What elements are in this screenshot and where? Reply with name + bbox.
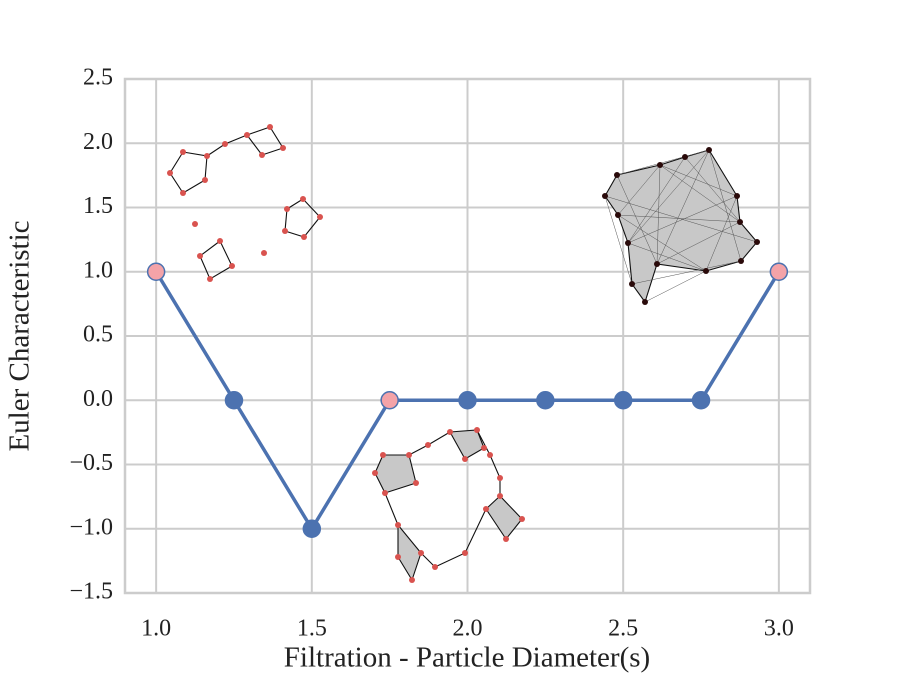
point: [536, 391, 555, 410]
point: [769, 262, 789, 281]
point: [380, 391, 399, 410]
y-tick-label: −0.5: [69, 450, 113, 476]
plot: [146, 262, 789, 538]
x-tick-label: 1.5: [297, 616, 327, 642]
point: [146, 262, 166, 281]
y-axis-label: Euler Characteristic: [4, 220, 36, 451]
inset-filled-complex: [602, 147, 760, 305]
y-tick-label: −1.0: [69, 514, 113, 540]
x-tick-label: 2.5: [608, 616, 638, 642]
inset-sparse-complex: [167, 124, 323, 282]
point: [458, 391, 477, 410]
grid: [125, 78, 810, 594]
point: [691, 391, 711, 410]
y-tick-label: 2.5: [83, 65, 113, 91]
y-tick-label: 0.0: [83, 386, 113, 412]
point: [224, 391, 244, 410]
plot-frame: [123, 77, 812, 595]
x-tick-label: 1.0: [141, 616, 171, 642]
y-tick-label: −1.5: [69, 579, 113, 605]
x-axis-label: Filtration - Particle Diameter(s): [284, 642, 650, 674]
x-tick-label: 3.0: [764, 616, 794, 642]
y-tick-label: 2.0: [83, 129, 113, 155]
inset-ring-complex: [372, 427, 525, 583]
y-tick-label: 1.5: [83, 193, 113, 219]
point: [302, 519, 322, 538]
x-tick-label: 2.0: [453, 616, 483, 642]
point: [613, 391, 633, 410]
y-tick-label: 0.5: [83, 322, 113, 348]
y-tick-label: 1.0: [83, 257, 113, 283]
